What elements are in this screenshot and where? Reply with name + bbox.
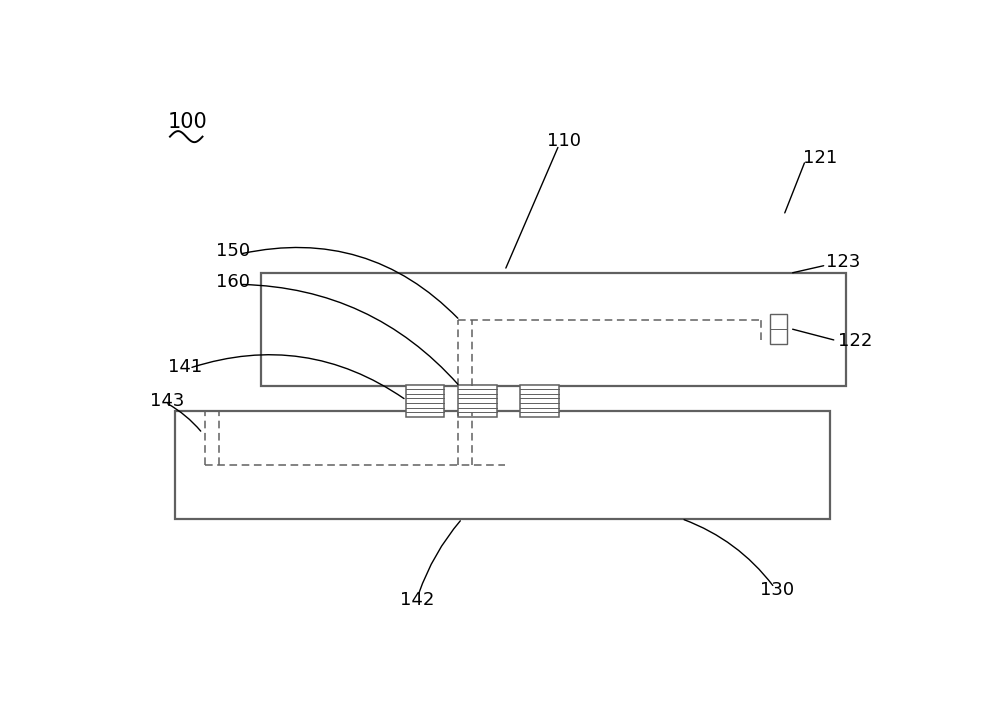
Bar: [770, 314, 787, 344]
Bar: [175, 411, 830, 518]
Text: 160: 160: [216, 273, 250, 291]
Text: 123: 123: [826, 253, 861, 271]
Text: 121: 121: [803, 149, 837, 167]
Text: 100: 100: [168, 112, 207, 132]
Text: 141: 141: [168, 358, 202, 376]
Text: 122: 122: [838, 332, 872, 349]
Bar: [520, 384, 559, 417]
Text: 110: 110: [547, 132, 581, 150]
Text: 150: 150: [216, 242, 251, 261]
Bar: [406, 384, 444, 417]
Text: 142: 142: [400, 591, 434, 609]
Text: 143: 143: [150, 392, 184, 410]
Text: 130: 130: [761, 581, 795, 599]
Bar: [458, 384, 497, 417]
Bar: [261, 274, 846, 387]
